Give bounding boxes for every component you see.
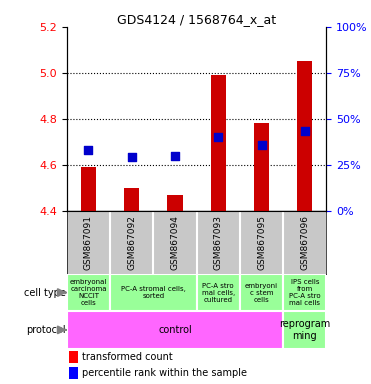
Bar — [283, 311, 326, 349]
Bar — [69, 367, 79, 379]
Text: GSM867095: GSM867095 — [257, 215, 266, 270]
Text: cell type: cell type — [24, 288, 66, 298]
Text: embryoni
c stem
cells: embryoni c stem cells — [245, 283, 278, 303]
Point — [302, 128, 308, 134]
Bar — [67, 274, 110, 311]
Text: GSM867091: GSM867091 — [84, 215, 93, 270]
Point — [172, 152, 178, 159]
Bar — [69, 351, 79, 363]
Text: GSM867094: GSM867094 — [171, 215, 180, 270]
Text: PC-A stromal cells,
sorted: PC-A stromal cells, sorted — [121, 286, 186, 299]
Text: control: control — [158, 325, 192, 335]
Point — [259, 142, 265, 148]
Point — [85, 147, 91, 153]
Bar — [254, 123, 269, 211]
Title: GDS4124 / 1568764_x_at: GDS4124 / 1568764_x_at — [117, 13, 276, 26]
Bar — [283, 274, 326, 311]
Point — [215, 134, 221, 140]
Bar — [110, 274, 197, 311]
Text: PC-A stro
mal cells,
cultured: PC-A stro mal cells, cultured — [202, 283, 235, 303]
Text: GSM867092: GSM867092 — [127, 215, 136, 270]
Text: IPS cells
from
PC-A stro
mal cells: IPS cells from PC-A stro mal cells — [289, 279, 321, 306]
Bar — [211, 75, 226, 211]
Text: embryonal
carcinoma
NCCIT
cells: embryonal carcinoma NCCIT cells — [70, 279, 107, 306]
Text: percentile rank within the sample: percentile rank within the sample — [82, 367, 247, 377]
Bar — [197, 274, 240, 311]
Bar — [81, 167, 96, 211]
Text: reprogram
ming: reprogram ming — [279, 319, 331, 341]
Text: protocol: protocol — [26, 325, 66, 335]
Bar — [240, 274, 283, 311]
Bar — [67, 311, 283, 349]
Bar — [297, 61, 312, 211]
Bar — [124, 188, 139, 211]
Text: GSM867096: GSM867096 — [301, 215, 309, 270]
Text: transformed count: transformed count — [82, 352, 173, 362]
Bar — [167, 195, 183, 211]
Text: GSM867093: GSM867093 — [214, 215, 223, 270]
Point — [129, 154, 135, 160]
